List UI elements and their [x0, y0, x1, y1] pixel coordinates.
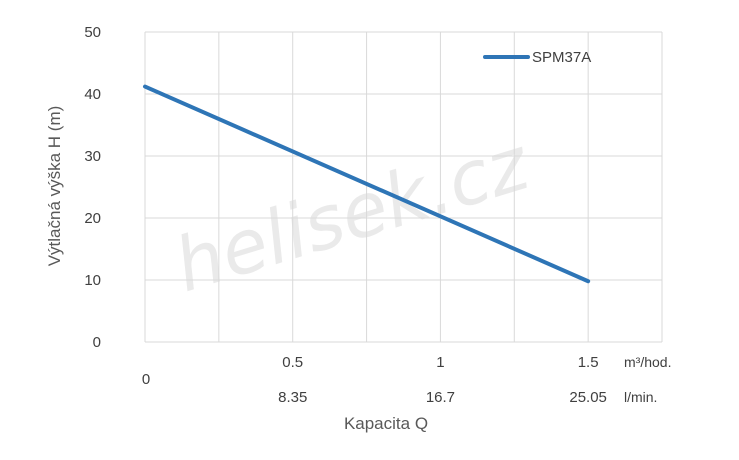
y-tick-label: 20 — [84, 210, 101, 227]
x-tick-label: 1 — [436, 354, 444, 371]
x-tick-label-origin: 0 — [142, 371, 150, 388]
x-axis-ticks: 0 0.5 1 1.5 8.35 16.7 25.05 m³/hod. l/min. — [142, 354, 672, 406]
x-tick-label-secondary: 16.7 — [426, 389, 455, 406]
legend: SPM37A — [483, 49, 591, 66]
y-tick-label: 0 — [93, 334, 101, 351]
watermark: helisek.cz — [165, 120, 540, 309]
y-tick-label: 30 — [84, 148, 101, 165]
y-axis-title: Výtlačná výška H (m) — [45, 106, 64, 267]
y-tick-label: 40 — [84, 86, 101, 103]
x-tick-label: 1.5 — [578, 354, 599, 371]
x-tick-label-secondary: 8.35 — [278, 389, 307, 406]
x-tick-label: 0.5 — [282, 354, 303, 371]
y-tick-label: 50 — [84, 24, 101, 41]
x-axis-title: Kapacita Q — [344, 414, 428, 433]
gridlines — [144, 31, 663, 343]
legend-label: SPM37A — [532, 49, 591, 66]
y-axis-ticks: 0 10 20 30 40 50 — [84, 24, 101, 351]
y-tick-label: 10 — [84, 272, 101, 289]
series-group — [143, 84, 591, 284]
series-line — [143, 84, 591, 284]
x-unit-primary: m³/hod. — [624, 354, 671, 370]
x-tick-label-secondary: 25.05 — [569, 389, 607, 406]
x-unit-secondary: l/min. — [624, 389, 657, 405]
